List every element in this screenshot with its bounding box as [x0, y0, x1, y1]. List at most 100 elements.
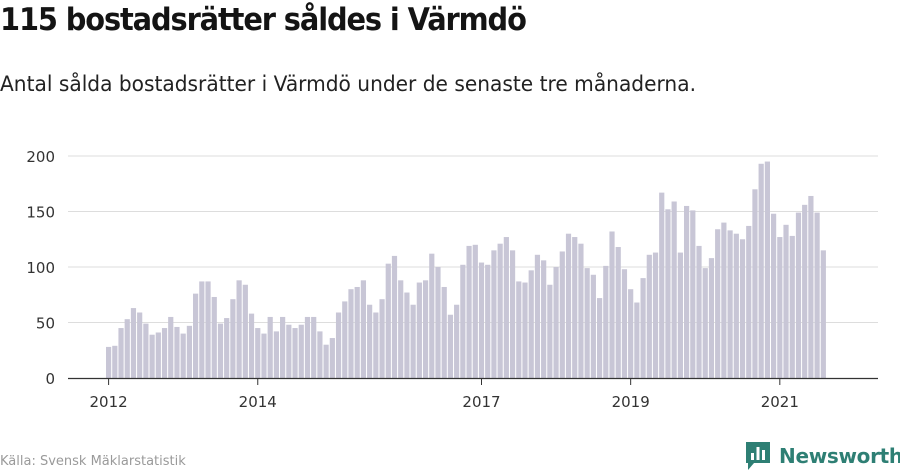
- bar: [690, 210, 696, 378]
- bar: [379, 299, 385, 378]
- bar: [124, 319, 130, 378]
- page-subtitle: Antal sålda bostadsrätter i Värmdö under…: [0, 72, 696, 96]
- bar: [367, 304, 373, 378]
- bar: [230, 299, 236, 378]
- x-tick-label: 2017: [462, 393, 500, 411]
- bar: [584, 268, 590, 378]
- bar: [702, 268, 708, 378]
- bar: [572, 237, 578, 378]
- bar: [168, 316, 174, 378]
- bar: [155, 332, 161, 378]
- bar: [118, 328, 124, 378]
- bar: [516, 281, 522, 378]
- y-tick-label: 100: [26, 259, 55, 277]
- bar: [280, 316, 286, 378]
- source-note: Källa: Svensk Mäklarstatistik: [0, 454, 186, 469]
- bar: [534, 254, 541, 378]
- bar: [435, 267, 441, 378]
- bar: [696, 245, 702, 378]
- bar: [466, 245, 472, 378]
- bar: [298, 324, 304, 378]
- bar: [143, 323, 149, 378]
- bar: [634, 302, 640, 378]
- bar: [795, 212, 802, 378]
- bar: [802, 204, 808, 378]
- bar: [640, 278, 646, 378]
- bar: [248, 313, 255, 378]
- bar: [255, 328, 261, 378]
- bar: [112, 345, 118, 378]
- bar: [503, 237, 509, 378]
- bar: [746, 225, 752, 378]
- bar: [286, 324, 292, 378]
- bar: [429, 253, 435, 378]
- bar: [410, 304, 416, 378]
- bar: [193, 293, 199, 378]
- bar: [733, 233, 739, 378]
- bar: [236, 280, 242, 378]
- bar: [273, 331, 280, 378]
- bar: [764, 161, 770, 378]
- newsworthy-logo-icon: [746, 442, 770, 470]
- bar: [652, 252, 659, 378]
- bar: [559, 251, 565, 378]
- bar: [391, 255, 398, 378]
- bar: [491, 250, 497, 378]
- x-tick-label: 2019: [612, 393, 650, 411]
- bar: [590, 274, 596, 378]
- x-tick-label: 2021: [761, 393, 799, 411]
- bar: [398, 280, 404, 378]
- bar: [329, 338, 335, 378]
- bar: [522, 282, 528, 378]
- bar: [808, 195, 814, 378]
- x-tick-label: 2012: [90, 393, 128, 411]
- bar: [360, 280, 367, 378]
- brand-name: Newsworthy: [779, 444, 900, 468]
- bar: [820, 250, 826, 378]
- brand-logo[interactable]: Newsworthy: [745, 441, 900, 471]
- bar: [665, 209, 671, 378]
- bar: [603, 265, 609, 378]
- bar: [777, 237, 783, 378]
- y-tick-label: 200: [26, 148, 55, 166]
- bar: [180, 333, 186, 378]
- bar: [447, 314, 454, 378]
- bar: [242, 284, 248, 378]
- y-tick-label: 50: [36, 315, 55, 333]
- bar: [186, 325, 192, 378]
- bar: [422, 280, 429, 378]
- bar: [528, 270, 534, 378]
- bar: [789, 235, 795, 378]
- bar: [609, 231, 615, 378]
- bar: [130, 308, 137, 378]
- bar: [783, 224, 789, 378]
- bar: [224, 318, 230, 378]
- y-tick-label: 150: [26, 204, 55, 222]
- bar: [460, 264, 466, 378]
- bar: [199, 281, 205, 378]
- bar: [814, 212, 820, 378]
- bar: [304, 316, 311, 378]
- data-label: 115: [826, 0, 855, 4]
- bar: [342, 301, 348, 378]
- bar: [684, 205, 690, 378]
- bar: [261, 333, 267, 378]
- bar: [478, 262, 485, 378]
- bar: [541, 260, 547, 378]
- bar: [565, 233, 572, 378]
- bar: [161, 328, 168, 378]
- bar: [323, 344, 329, 378]
- bar: [715, 229, 721, 378]
- page-title: 115 bostadsrätter såldes i Värmdö: [0, 2, 527, 38]
- bar: [659, 192, 665, 378]
- bar: [348, 289, 354, 378]
- bar: [547, 284, 553, 378]
- bar: [335, 312, 342, 378]
- bar: [771, 213, 777, 378]
- bar: [373, 312, 379, 378]
- bar: [677, 252, 683, 378]
- bar: [317, 331, 323, 378]
- bar: [106, 346, 112, 378]
- bar: [416, 282, 422, 378]
